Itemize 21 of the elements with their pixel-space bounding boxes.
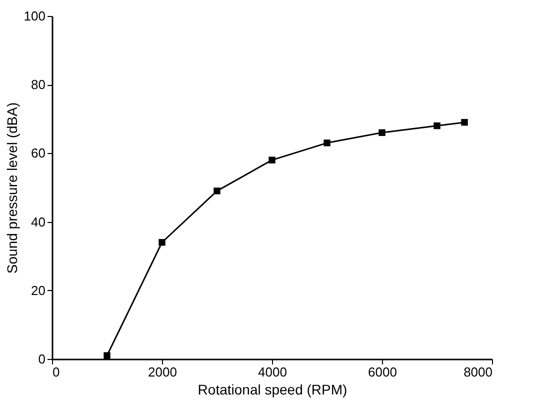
x-tick-label: 4000 [258, 364, 287, 380]
y-tick-label: 100 [24, 8, 46, 24]
x-tick-label: 6000 [368, 364, 397, 380]
x-tick-label: 2000 [148, 364, 177, 380]
point [268, 156, 276, 164]
x-tick-label: 8000 [464, 364, 492, 380]
point [434, 122, 440, 130]
point [214, 188, 220, 194]
point [461, 118, 468, 126]
point [158, 239, 166, 246]
point [324, 140, 330, 146]
y-tick-label: 60 [31, 146, 46, 161]
point [378, 129, 386, 136]
point [104, 352, 110, 359]
x-tick-label: 0 [52, 364, 60, 380]
y-tick-label: 0 [38, 352, 46, 366]
y-tick-label: 40 [31, 214, 46, 230]
y-axis-title: Sound pressure level (dBA) [4, 102, 20, 274]
x-axis-title: Rotational speed (RPM) [198, 382, 348, 398]
y-tick-label: 20 [31, 282, 46, 298]
y-tick-label: 80 [31, 77, 46, 92]
